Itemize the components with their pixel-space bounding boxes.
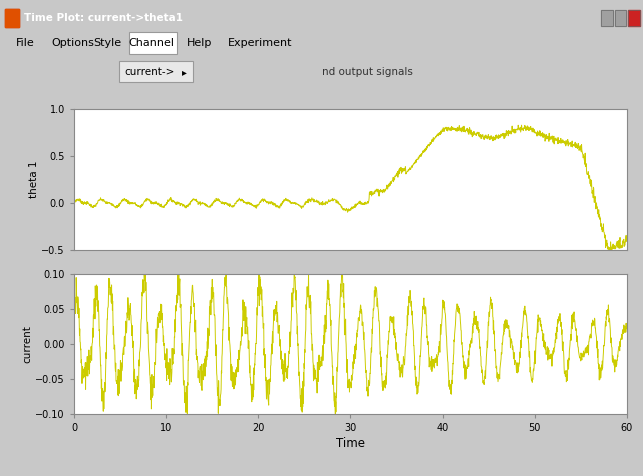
Text: ✓: ✓ — [192, 120, 201, 130]
Bar — [5, 9, 19, 27]
Text: Help: Help — [186, 38, 212, 48]
Bar — [129, 32, 177, 54]
Text: current->theta2: current->theta2 — [215, 138, 299, 148]
Text: Style: Style — [93, 38, 122, 48]
Text: current->theta2dot: current->theta2dot — [215, 172, 316, 182]
Y-axis label: theta 1: theta 1 — [29, 161, 39, 198]
Text: Time Plot: current->theta1: Time Plot: current->theta1 — [24, 13, 183, 23]
Bar — [119, 61, 193, 82]
Bar — [601, 10, 613, 26]
Bar — [5, 9, 19, 27]
Text: ▸: ▸ — [181, 67, 186, 77]
Bar — [615, 10, 626, 26]
Bar — [601, 10, 613, 26]
Text: current->: current-> — [125, 67, 175, 77]
Bar — [628, 10, 640, 26]
Text: File: File — [16, 38, 35, 48]
Text: nd output signals: nd output signals — [322, 67, 412, 77]
Text: Experiment: Experiment — [228, 38, 293, 48]
Text: Channel: Channel — [128, 38, 174, 48]
Bar — [628, 10, 640, 26]
Text: Options: Options — [51, 38, 95, 48]
Bar — [615, 10, 626, 26]
Text: current->theta1dot: current->theta1dot — [215, 155, 316, 165]
Text: current->theta1: current->theta1 — [215, 120, 299, 130]
Y-axis label: current: current — [23, 325, 33, 363]
X-axis label: Time: Time — [336, 437, 365, 450]
